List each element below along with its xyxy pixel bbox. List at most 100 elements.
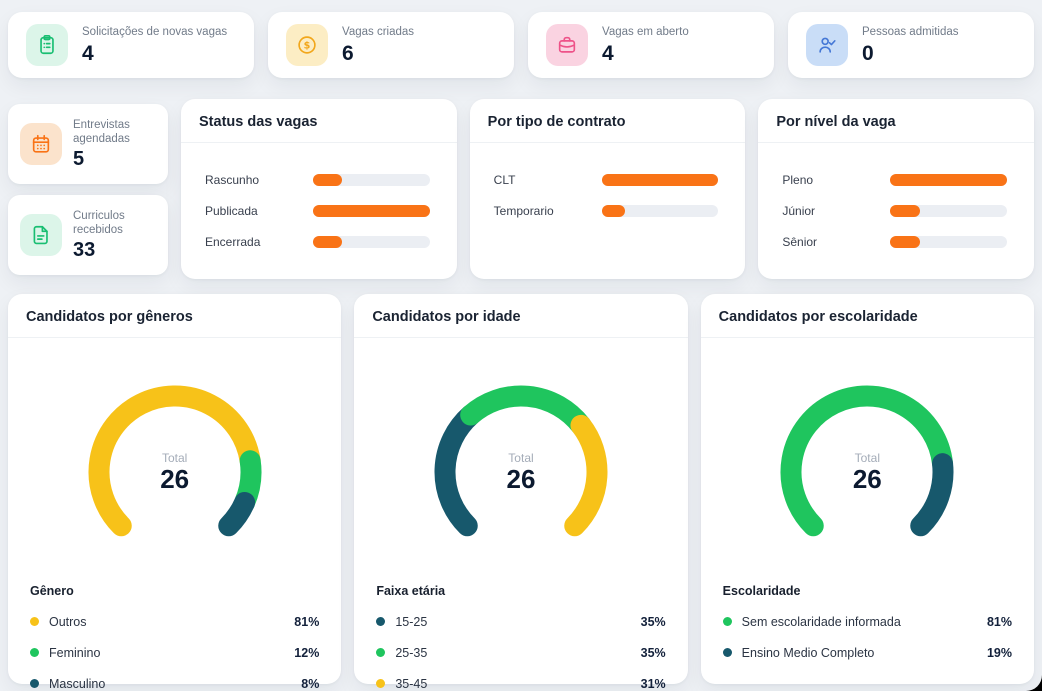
legend-dot	[30, 617, 39, 626]
gauge-wrap: Total 26	[8, 354, 341, 570]
total-label: Total	[854, 450, 880, 465]
legend-dot	[376, 648, 386, 657]
legend-label: Sem escolaridade informada	[741, 614, 901, 629]
bar-track	[313, 173, 430, 186]
legend-label: Masculino	[49, 676, 106, 691]
bar-label: Encerrada	[205, 234, 261, 249]
stat-text: Solicitações de novas vagas 4	[82, 25, 227, 64]
legend-percent: 19%	[986, 645, 1012, 660]
bar-track	[890, 204, 1008, 217]
bar-row: Publicada	[205, 195, 430, 226]
bar-fill	[890, 173, 1008, 186]
stat-card-vagas-em-aberto: Vagas em aberto 4	[528, 12, 774, 78]
bar-row: CLT	[494, 164, 719, 195]
bar-fill	[601, 204, 625, 217]
svg-text:$: $	[304, 40, 311, 51]
total-value: 26	[506, 463, 536, 494]
stat-card-entrevistas: Entrevistas agendadas 5	[8, 104, 168, 184]
legend-percent: 31%	[640, 676, 666, 691]
legend-percent: 35%	[640, 645, 666, 660]
person-check-icon	[806, 24, 848, 66]
stat-label: Pessoas admitidas	[862, 26, 959, 39]
legend-dot	[30, 648, 39, 657]
bar-card-status-das-vagas: Status das vagas Rascunho Publicada Encerr…	[181, 99, 457, 279]
bar-row: Sênior	[782, 226, 1008, 257]
gauge-segment-0	[780, 385, 954, 537]
legend-label: Outros	[49, 614, 87, 629]
legend: Faixa etária 15-25 35% 25-35 35% 35-45 31%	[354, 570, 687, 691]
bar-row: Encerrada	[205, 226, 430, 257]
legend-label: 15-25	[395, 614, 428, 629]
gauge-segment-2	[217, 491, 255, 537]
bar-chart: CLT Temporario	[470, 143, 746, 226]
total-label: Total	[508, 450, 534, 465]
card-title: Status das vagas	[181, 99, 457, 143]
stat-value: 33	[73, 239, 96, 262]
stat-card-curriculos: Curriculos recebidos 33	[8, 195, 168, 275]
bar-label: Júnior	[782, 203, 816, 218]
bar-track	[313, 204, 430, 217]
bar-label: Pleno	[782, 172, 814, 187]
bar-fill	[313, 204, 430, 217]
stat-text: Curriculos recebidos 33	[73, 209, 156, 262]
gauges-row: Candidatos por gêneros Total 26 Gênero O…	[8, 294, 1034, 691]
bar-fill	[890, 235, 920, 248]
calendar-icon	[20, 123, 62, 165]
gauge-chart	[88, 385, 262, 537]
card-title: Por tipo de contrato	[469, 99, 746, 143]
bar-track	[601, 173, 719, 186]
bar-chart: Pleno Júnior Sênior	[758, 143, 1034, 257]
legend-item: Feminino 12%	[30, 637, 319, 668]
bar-label: Rascunho	[205, 172, 260, 187]
legend-item: 25-35 35%	[376, 637, 666, 668]
legend-label: Ensino Medio Completo	[741, 645, 875, 660]
gauge-chart	[434, 385, 608, 537]
total-value: 26	[852, 463, 882, 494]
gauge-card-escolaridade: Candidatos por escolaridade Total 26 Esc…	[700, 294, 1034, 684]
stat-value: 6	[342, 41, 354, 65]
gauge-segment-1	[910, 453, 954, 537]
gauge-wrap: Total 26	[701, 354, 1034, 570]
stat-value: 4	[602, 41, 614, 65]
file-text-icon	[20, 214, 62, 256]
stat-text: Entrevistas agendadas 5	[73, 118, 156, 171]
gauge-segment-2	[564, 414, 608, 537]
bar-row: Rascunho	[205, 164, 430, 195]
legend-percent: 81%	[294, 614, 320, 629]
stat-card-pessoas-admitidas: Pessoas admitidas 0	[788, 12, 1034, 78]
gauge-chart	[780, 385, 954, 537]
bar-card-nivel-da-vaga: Por nível da vaga Pleno Júnior Sênior	[758, 99, 1035, 279]
total-value: 26	[160, 463, 190, 494]
legend-percent: 12%	[294, 645, 320, 660]
gauge-segment-0	[434, 404, 482, 537]
legend-item: 15-25 35%	[376, 606, 666, 637]
bar-row: Temporario	[494, 195, 719, 226]
gauge-segment-1	[460, 385, 592, 436]
stat-text: Vagas em aberto 4	[602, 25, 689, 64]
legend-percent: 35%	[640, 614, 666, 629]
card-title: Por nível da vaga	[758, 99, 1035, 143]
stat-card-vagas-criadas: $ Vagas criadas 6	[268, 12, 514, 78]
bar-fill	[601, 173, 719, 186]
bar-label: Temporario	[493, 203, 554, 218]
legend-title: Faixa etária	[376, 584, 446, 598]
legend-dot	[722, 617, 732, 626]
bar-track	[890, 173, 1008, 186]
bar-row: Pleno	[782, 164, 1008, 195]
briefcase-icon	[546, 24, 588, 66]
gauge-total: Total 26	[160, 451, 189, 493]
card-title: Candidatos por escolaridade	[700, 294, 1034, 338]
stat-text: Vagas criadas 6	[342, 25, 414, 64]
stat-label: Solicitações de novas vagas	[82, 26, 228, 39]
stat-label: Entrevistas agendadas	[73, 118, 130, 145]
stat-label: Curriculos recebidos	[73, 209, 125, 236]
legend-item: Outros 81%	[30, 606, 319, 637]
bar-label: Sênior	[782, 234, 818, 249]
legend-dot	[30, 679, 39, 688]
mid-row: Entrevistas agendadas 5 Curriculos receb…	[8, 99, 1035, 279]
legend-label: Feminino	[49, 645, 101, 660]
bar-fill	[890, 204, 920, 217]
legend-dot	[376, 617, 386, 626]
bar-card-tipo-de-contrato: Por tipo de contrato CLT Temporario	[469, 99, 746, 279]
